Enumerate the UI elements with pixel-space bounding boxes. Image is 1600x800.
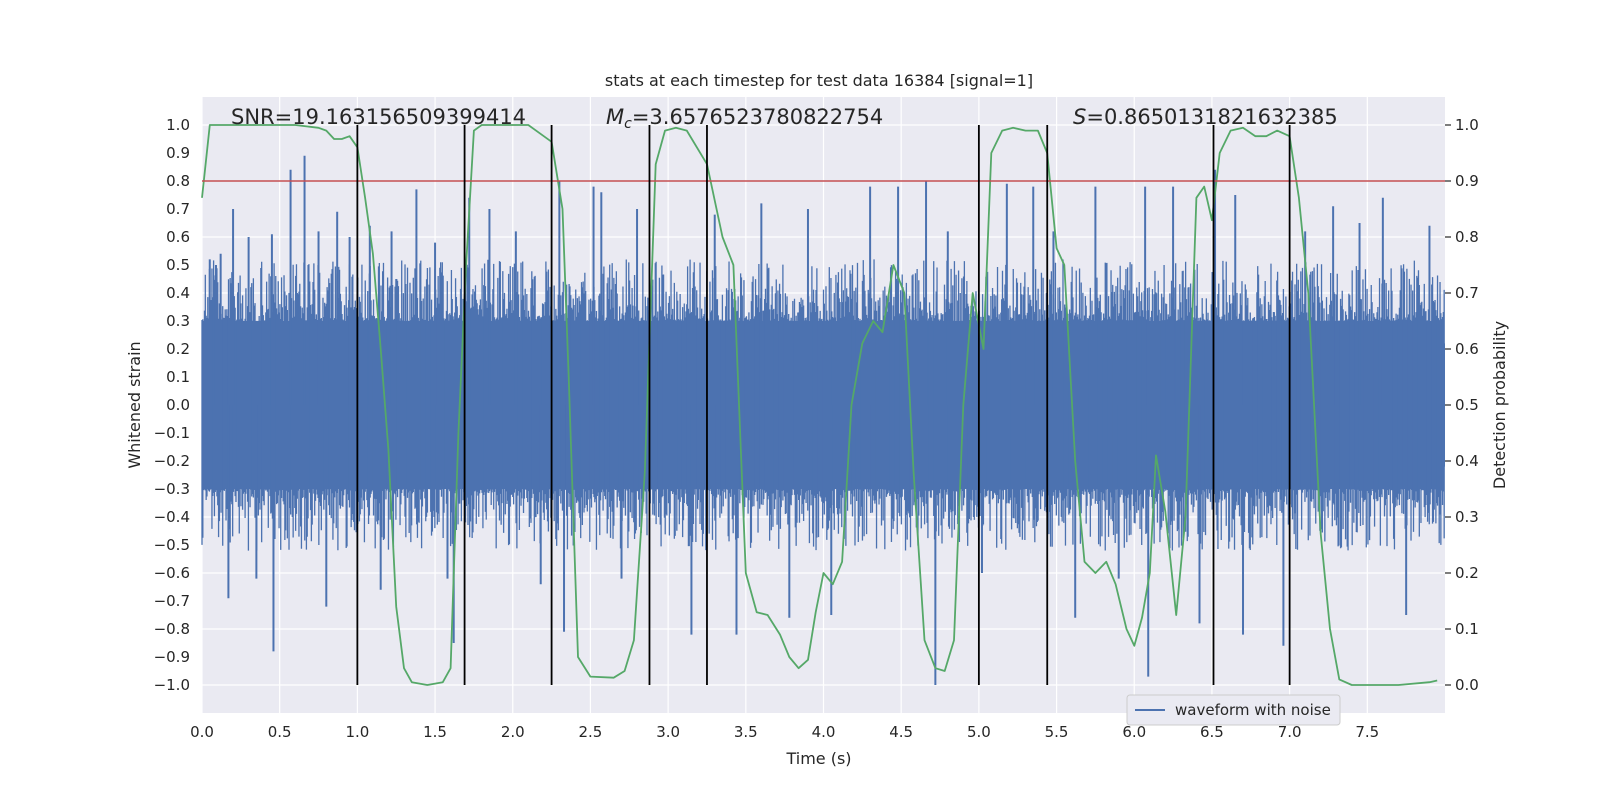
y-right-tick-label: 0.2: [1455, 564, 1479, 582]
x-tick-label: 2.5: [579, 723, 603, 741]
x-tick-label: 5.5: [1045, 723, 1069, 741]
vertical-markers: [356, 125, 1291, 685]
x-tick-label: 7.0: [1278, 723, 1302, 741]
chirp-mass-annotation: Mc=3.6576523780822754: [606, 105, 883, 132]
y-left-tick-label: 0.5: [166, 256, 190, 274]
legend-label: waveform with noise: [1175, 701, 1331, 719]
y-left-tick-label: 0.1: [166, 368, 190, 386]
y-left-tick-label: −0.4: [154, 508, 190, 526]
y-left-tick-label: 0.9: [166, 144, 190, 162]
y-right-tick-label: 0.3: [1455, 508, 1479, 526]
y-left-tick-label: 0.7: [166, 200, 190, 218]
x-tick-label: 0.5: [268, 723, 292, 741]
y-right-tick-label: 0.1: [1455, 620, 1479, 638]
y-left-tick-label: −0.5: [154, 536, 190, 554]
y-axis-left-ticks: 1.0 0.9 0.8 0.7 0.6 0.5 0.4 0.3 0.2 0.1 0.0 −0.1 −0.…: [154, 116, 190, 694]
y-right-tick-label: 0.6: [1455, 340, 1479, 358]
x-tick-label: 4.0: [812, 723, 836, 741]
snr-annotation: SNR=19.163156509399414: [231, 105, 526, 129]
y-left-tick-label: −0.7: [154, 592, 190, 610]
legend-box: [1126, 694, 1341, 726]
y-left-tick-label: −0.3: [154, 480, 190, 498]
y-left-tick-label: 0.3: [166, 312, 190, 330]
x-axis-label: Time (s): [785, 749, 851, 768]
x-tick-label: 7.5: [1355, 723, 1379, 741]
x-tick-label: 1.0: [345, 723, 369, 741]
probability-line: [201, 124, 1438, 686]
x-tick-label: 4.5: [889, 723, 913, 741]
s-value: =0.8650131821632385: [1086, 105, 1337, 129]
x-tick-label: 0.0: [190, 723, 214, 741]
s-annotation: S=0.8650131821632385: [1073, 105, 1338, 129]
chirp-mass-subscript: c: [624, 116, 632, 132]
x-tick-label: 3.0: [656, 723, 680, 741]
y-left-tick-label: 1.0: [166, 116, 190, 134]
y-right-tick-label: 0.0: [1455, 676, 1479, 694]
x-tick-label: 2.0: [501, 723, 525, 741]
x-tick-label: 1.5: [423, 723, 447, 741]
y-right-tick-label: 0.4: [1455, 452, 1479, 470]
x-tick-label: 5.0: [967, 723, 991, 741]
chart-title: stats at each timestep for test data 163…: [605, 71, 1033, 90]
chirp-mass-symbol: M: [606, 105, 624, 129]
y-right-tick-label: 1.0: [1455, 116, 1479, 134]
y-left-tick-label: −0.9: [154, 648, 190, 666]
y-left-tick-label: 0.8: [166, 172, 190, 190]
y-right-tick-label: 0.9: [1455, 172, 1479, 190]
y-left-tick-label: −1.0: [154, 676, 190, 694]
y-right-tick-label: 0.8: [1455, 228, 1479, 246]
chirp-mass-value: =3.6576523780822754: [632, 105, 883, 129]
y-left-tick-label: 0.0: [166, 396, 190, 414]
y-axis-right-label: Detection probability: [1490, 321, 1509, 489]
probability-series: [201, 124, 1438, 686]
y-axis-left-label: Whitened strain: [125, 341, 144, 468]
y-left-tick-label: 0.2: [166, 340, 190, 358]
legend: waveform with noise: [1126, 694, 1341, 726]
y-left-tick-label: −0.1: [154, 424, 190, 442]
x-tick-label: 3.5: [734, 723, 758, 741]
x-tick-label: 6.5: [1200, 723, 1224, 741]
y-axis-right-ticks: 1.0 0.9 0.8 0.7 0.6 0.5 0.4 0.3 0.2 0.1 0.0: [1445, 116, 1479, 694]
s-symbol: S: [1073, 105, 1086, 129]
y-left-tick-label: −0.2: [154, 452, 190, 470]
y-right-tick-label: 0.5: [1455, 396, 1479, 414]
y-left-tick-label: −0.6: [154, 564, 190, 582]
y-left-tick-label: 0.6: [166, 228, 190, 246]
x-tick-label: 6.0: [1122, 723, 1146, 741]
waveform-series: [201, 155, 1445, 685]
x-axis-ticks: 0.0 0.5 1.0 1.5 2.0 2.5 3.0 3.5 4.0 4.5 5.0 5.5 6.0 6…: [190, 723, 1379, 741]
y-right-tick-label: 0.7: [1455, 284, 1479, 302]
y-left-tick-label: −0.8: [154, 620, 190, 638]
y-left-tick-label: 0.4: [166, 284, 190, 302]
